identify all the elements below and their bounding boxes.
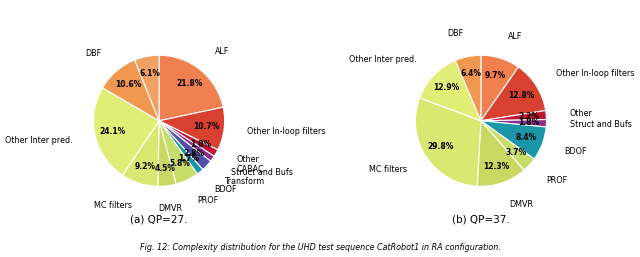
Text: Other
CABAC: Other CABAC <box>236 155 264 174</box>
Text: Other In-loop filters: Other In-loop filters <box>247 127 325 136</box>
Wedge shape <box>159 121 214 161</box>
Text: 1.8%: 1.8% <box>518 118 540 127</box>
Text: MC filters: MC filters <box>369 165 406 174</box>
Wedge shape <box>481 121 546 159</box>
Text: 10.6%: 10.6% <box>115 80 141 89</box>
Wedge shape <box>102 60 159 121</box>
Text: Struct and Bufs: Struct and Bufs <box>231 168 293 177</box>
Text: 8.4%: 8.4% <box>515 133 536 142</box>
Text: DMVR: DMVR <box>509 200 534 209</box>
Text: Other Inter pred.: Other Inter pred. <box>5 136 73 145</box>
Text: Other In-loop filters: Other In-loop filters <box>556 69 634 78</box>
Text: 29.8%: 29.8% <box>428 142 454 151</box>
Wedge shape <box>420 60 481 121</box>
Wedge shape <box>481 55 518 121</box>
Wedge shape <box>481 111 547 121</box>
Text: 12.8%: 12.8% <box>508 91 534 100</box>
Wedge shape <box>93 88 159 175</box>
Text: Other: Other <box>569 108 592 117</box>
Wedge shape <box>159 121 218 156</box>
Text: 4.5%: 4.5% <box>154 164 175 173</box>
Title: (a) QP=27.: (a) QP=27. <box>131 215 188 225</box>
Wedge shape <box>481 121 534 170</box>
Text: 10.7%: 10.7% <box>193 122 220 131</box>
Wedge shape <box>481 120 547 127</box>
Text: BDOF: BDOF <box>564 147 586 156</box>
Wedge shape <box>159 107 225 150</box>
Wedge shape <box>159 121 203 174</box>
Text: 9.2%: 9.2% <box>134 162 155 171</box>
Text: 21.8%: 21.8% <box>176 79 202 88</box>
Wedge shape <box>158 121 176 186</box>
Text: 2.8%: 2.8% <box>184 149 205 158</box>
Title: (b) QP=37.: (b) QP=37. <box>452 215 510 225</box>
Text: 6.4%: 6.4% <box>461 69 482 78</box>
Text: 12.9%: 12.9% <box>433 83 460 92</box>
Wedge shape <box>477 121 524 186</box>
Text: 2.2%: 2.2% <box>518 112 539 121</box>
Text: Fig. 12: Complexity distribution for the UHD test sequence CatRobot1 in RA confi: Fig. 12: Complexity distribution for the… <box>140 243 500 252</box>
Text: PROF: PROF <box>197 196 218 205</box>
Text: PROF: PROF <box>547 176 568 185</box>
Wedge shape <box>134 55 159 121</box>
Text: DMVR: DMVR <box>158 204 182 213</box>
Wedge shape <box>159 55 223 121</box>
Text: 24.1%: 24.1% <box>99 127 125 136</box>
Wedge shape <box>455 55 481 121</box>
Wedge shape <box>122 121 159 186</box>
Text: DBF: DBF <box>85 49 101 58</box>
Text: 1.7%: 1.7% <box>179 153 200 162</box>
Text: 12.3%: 12.3% <box>483 161 509 170</box>
Wedge shape <box>481 67 546 121</box>
Text: 9.7%: 9.7% <box>484 71 506 80</box>
Wedge shape <box>159 121 197 184</box>
Text: 1.8%: 1.8% <box>190 140 211 149</box>
Text: 5.8%: 5.8% <box>169 160 190 169</box>
Text: ALF: ALF <box>508 32 522 41</box>
Wedge shape <box>415 98 481 186</box>
Text: 6.1%: 6.1% <box>140 69 161 78</box>
Wedge shape <box>159 121 211 170</box>
Text: BDOF: BDOF <box>214 185 237 194</box>
Text: Transform: Transform <box>224 177 264 186</box>
Text: Struct and Bufs: Struct and Bufs <box>570 120 632 129</box>
Text: 3.7%: 3.7% <box>506 149 527 158</box>
Text: Other Inter pred.: Other Inter pred. <box>349 55 417 64</box>
Text: DBF: DBF <box>447 29 463 38</box>
Text: MC filters: MC filters <box>94 201 132 210</box>
Text: ALF: ALF <box>215 47 229 56</box>
